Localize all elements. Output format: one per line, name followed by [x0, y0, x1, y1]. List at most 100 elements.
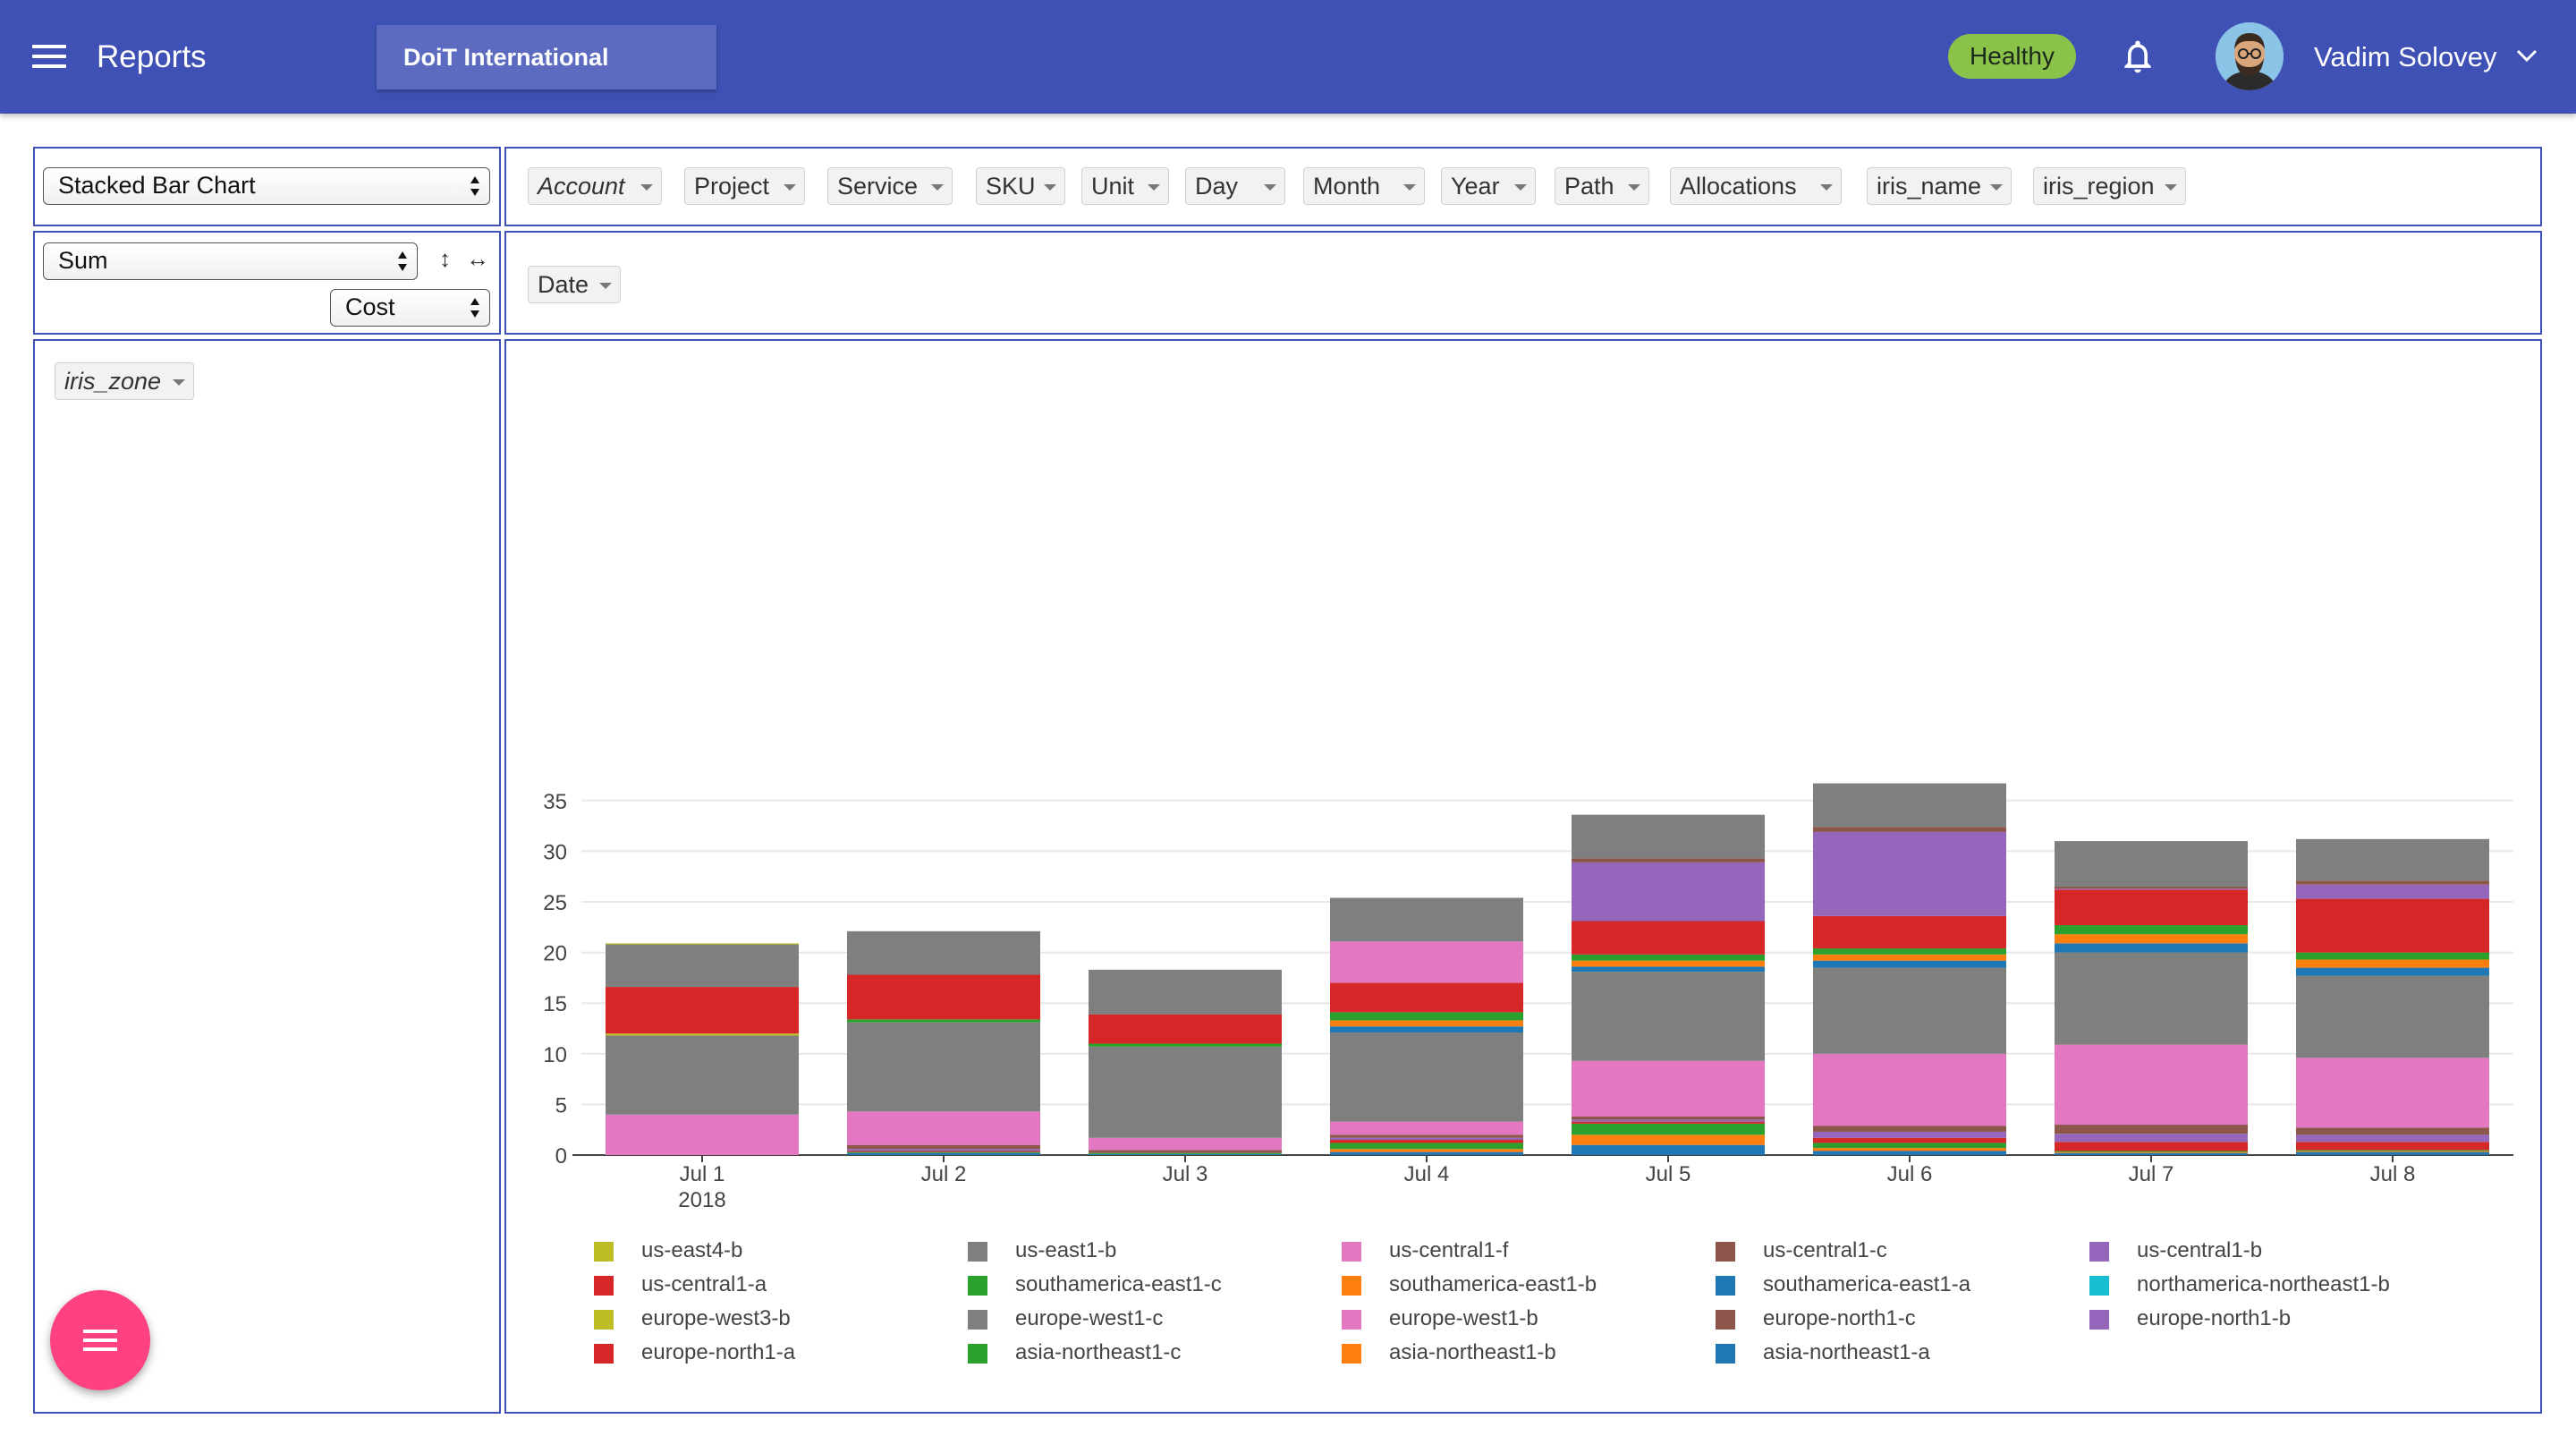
field-pill-month[interactable]: Month — [1303, 167, 1425, 205]
field-pill-service[interactable]: Service — [827, 167, 953, 205]
bar-segment-southamerica-east1-c[interactable] — [1089, 1043, 1282, 1047]
bar-segment-us-east1-b[interactable] — [2055, 841, 2248, 888]
bar-segment-europe-north1-a[interactable] — [2055, 1142, 2248, 1151]
bar-segment-europe-west1-c[interactable] — [1572, 972, 1765, 1061]
bar-segment-us-central1-a[interactable] — [2055, 889, 2248, 926]
bar-segment-us-central1-c[interactable] — [2055, 887, 2248, 889]
bar-segment-asia-northeast1-a[interactable] — [1089, 1153, 1282, 1155]
bar-segment-europe-north1-a[interactable] — [1572, 1121, 1765, 1124]
bar-segment-southamerica-east1-a[interactable] — [1813, 960, 2006, 968]
bar-segment-europe-west1-b[interactable] — [1813, 1053, 2006, 1126]
organization-selector-button[interactable]: DoiT International — [377, 25, 716, 89]
bar-segment-europe-west1-c[interactable] — [1330, 1032, 1523, 1122]
bar-segment-southamerica-east1-c[interactable] — [2296, 952, 2489, 960]
bar-segment-europe-west1-c[interactable] — [1089, 1046, 1282, 1138]
bar-segment-asia-northeast1-c[interactable] — [2296, 1150, 2489, 1151]
bar-segment-southamerica-east1-b[interactable] — [2296, 959, 2489, 968]
bar-segment-us-central1-c[interactable] — [2296, 880, 2489, 885]
bar-segment-us-central1-c[interactable] — [1572, 858, 1765, 862]
bar-segment-us-east1-b[interactable] — [1572, 814, 1765, 859]
bar-segment-us-central1-a[interactable] — [1089, 1014, 1282, 1044]
user-name[interactable]: Vadim Solovey — [2314, 41, 2497, 72]
field-pill-year[interactable]: Year — [1441, 167, 1536, 205]
bar-segment-europe-north1-b[interactable] — [847, 1149, 1040, 1151]
bar-segment-southamerica-east1-b[interactable] — [1572, 960, 1765, 967]
field-pill-allocations[interactable]: Allocations — [1670, 167, 1842, 205]
bar-segment-europe-north1-b[interactable] — [1330, 1137, 1523, 1141]
bar-segment-europe-west1-c[interactable] — [847, 1022, 1040, 1112]
bar-segment-southamerica-east1-c[interactable] — [1572, 954, 1765, 961]
bar-segment-us-central1-a[interactable] — [1330, 982, 1523, 1013]
bar-segment-asia-northeast1-a[interactable] — [1813, 1151, 2006, 1155]
bar-segment-asia-northeast1-a[interactable] — [1330, 1151, 1523, 1155]
bar-segment-southamerica-east1-c[interactable] — [2055, 925, 2248, 935]
bar-segment-asia-northeast1-b[interactable] — [1330, 1149, 1523, 1152]
bar-segment-southamerica-east1-c[interactable] — [1330, 1012, 1523, 1021]
bar-segment-us-central1-a[interactable] — [1572, 921, 1765, 955]
bar-segment-europe-west1-b[interactable] — [1572, 1060, 1765, 1117]
bar-segment-southamerica-east1-a[interactable] — [2296, 967, 2489, 976]
bar-segment-europe-north1-c[interactable] — [2055, 1125, 2248, 1134]
field-pill-day[interactable]: Day — [1185, 167, 1285, 205]
bar-segment-southamerica-east1-c[interactable] — [847, 1019, 1040, 1023]
bar-segment-europe-north1-c[interactable] — [1572, 1116, 1765, 1120]
bar-segment-asia-northeast1-a[interactable] — [2055, 1152, 2248, 1155]
bar-segment-europe-west1-b[interactable] — [2296, 1058, 2489, 1128]
bar-segment-europe-north1-c[interactable] — [1813, 1126, 2006, 1132]
bar-segment-us-central1-a[interactable] — [1813, 915, 2006, 949]
bar-segment-asia-northeast1-b[interactable] — [1572, 1134, 1765, 1145]
bar-segment-us-east1-b[interactable] — [1089, 969, 1282, 1015]
bar-segment-europe-north1-b[interactable] — [2055, 1134, 2248, 1143]
bar-segment-southamerica-east1-a[interactable] — [2055, 943, 2248, 953]
bar-segment-asia-northeast1-c[interactable] — [1572, 1123, 1765, 1135]
bar-segment-europe-north1-a[interactable] — [2296, 1142, 2489, 1151]
bar-segment-us-central1-b[interactable] — [2296, 884, 2489, 899]
bar-segment-us-central1-a[interactable] — [606, 987, 799, 1034]
bar-segment-southamerica-east1-a[interactable] — [1572, 966, 1765, 973]
bar-segment-asia-northeast1-b[interactable] — [2055, 1151, 2248, 1153]
column-field-pill[interactable]: Date — [528, 266, 621, 303]
bar-segment-europe-north1-c[interactable] — [2296, 1127, 2489, 1135]
sort-rows-icon[interactable]: ↕ — [439, 245, 451, 272]
sort-columns-icon[interactable]: ↔ — [466, 245, 489, 272]
aggregator-select[interactable]: Sum — [43, 242, 418, 280]
field-pill-account[interactable]: Account — [528, 167, 662, 205]
bar-segment-europe-west1-c[interactable] — [2055, 952, 2248, 1045]
bar-segment-us-central1-a[interactable] — [847, 974, 1040, 1020]
bar-segment-asia-northeast1-b[interactable] — [1813, 1148, 2006, 1151]
bar-segment-europe-west1-c[interactable] — [2296, 975, 2489, 1058]
bar-segment-asia-northeast1-c[interactable] — [847, 1151, 1040, 1153]
status-badge[interactable]: Healthy — [1948, 34, 2076, 79]
bar-segment-europe-west1-c[interactable] — [1813, 967, 2006, 1054]
bar-segment-asia-northeast1-c[interactable] — [1089, 1152, 1282, 1154]
bar-segment-europe-north1-c[interactable] — [1089, 1150, 1282, 1153]
bar-segment-us-east4-b[interactable] — [606, 943, 799, 945]
bar-segment-us-central1-f[interactable] — [1330, 941, 1523, 983]
bar-segment-us-east1-b[interactable] — [847, 930, 1040, 975]
bar-segment-europe-north1-a[interactable] — [1813, 1137, 2006, 1143]
field-pill-iris-region[interactable]: iris_region — [2033, 167, 2186, 205]
bar-segment-asia-northeast1-c[interactable] — [1813, 1143, 2006, 1149]
bar-segment-southamerica-east1-b[interactable] — [1330, 1020, 1523, 1027]
bar-segment-europe-west3-b[interactable] — [606, 1033, 799, 1036]
bar-segment-southamerica-east1-c[interactable] — [1813, 948, 2006, 955]
bar-segment-us-central1-b[interactable] — [2055, 888, 2248, 890]
menu-fab-button[interactable] — [50, 1290, 150, 1390]
bar-segment-southamerica-east1-a[interactable] — [1330, 1026, 1523, 1033]
bar-segment-europe-west1-b[interactable] — [847, 1111, 1040, 1145]
bar-segment-europe-north1-c[interactable] — [1330, 1134, 1523, 1138]
bar-segment-asia-northeast1-a[interactable] — [1572, 1144, 1765, 1155]
bar-segment-southamerica-east1-b[interactable] — [2055, 934, 2248, 944]
bar-segment-europe-west1-b[interactable] — [606, 1114, 799, 1155]
bar-segment-europe-north1-b[interactable] — [1813, 1131, 2006, 1138]
bar-segment-europe-west1-b[interactable] — [2055, 1044, 2248, 1126]
bar-segment-europe-west1-b[interactable] — [1089, 1137, 1282, 1151]
bar-segment-us-central1-a[interactable] — [2296, 898, 2489, 953]
field-pill-project[interactable]: Project — [684, 167, 805, 205]
bar-segment-europe-west1-c[interactable] — [606, 1035, 799, 1115]
bar-segment-us-central1-c[interactable] — [1813, 827, 2006, 832]
bar-segment-europe-north1-a[interactable] — [1330, 1140, 1523, 1143]
chart-type-select[interactable]: Stacked Bar Chart — [43, 167, 490, 205]
bar-segment-asia-northeast1-a[interactable] — [847, 1152, 1040, 1155]
bar-segment-europe-north1-b[interactable] — [1572, 1119, 1765, 1122]
